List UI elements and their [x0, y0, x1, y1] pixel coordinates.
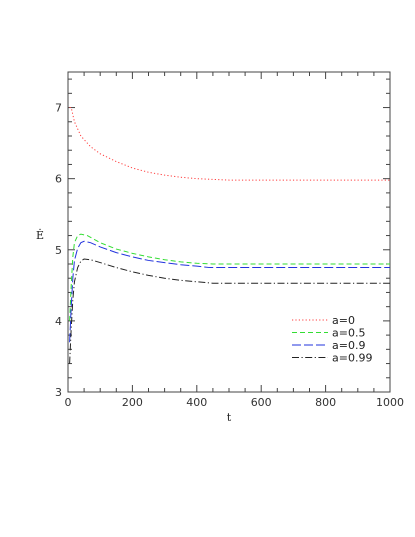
y-tick-label: 5	[55, 244, 62, 257]
series-line-1	[69, 107, 390, 181]
x-tick-label: 600	[251, 396, 272, 409]
y-tick-label: 4	[55, 315, 62, 328]
legend-label-1: a=0	[332, 314, 355, 327]
y-tick-label: 6	[55, 173, 62, 186]
data-series	[69, 107, 390, 364]
x-tick-label: 400	[186, 396, 207, 409]
series-line-4	[69, 258, 390, 364]
y-tick-label: 3	[55, 386, 62, 399]
y-axis-label: Ė	[36, 228, 44, 242]
legend-label-2: a=0.5	[332, 327, 365, 340]
series-line-3	[69, 240, 390, 343]
legend-label-3: a=0.9	[332, 339, 365, 352]
axis-ticks: 0 200 400 600 800 1000 3 4 5 6 7	[55, 72, 404, 409]
x-tick-label: 200	[122, 396, 143, 409]
series-line-2	[69, 233, 390, 321]
x-axis-label: t	[227, 411, 232, 424]
legend-label-4: a=0.99	[332, 352, 372, 365]
x-tick-label: 0	[65, 396, 72, 409]
x-tick-label: 1000	[376, 396, 404, 409]
legend: a=0a=0.5a=0.9a=0.99	[292, 314, 372, 365]
x-tick-label: 800	[315, 396, 336, 409]
y-tick-label: 7	[55, 102, 62, 115]
